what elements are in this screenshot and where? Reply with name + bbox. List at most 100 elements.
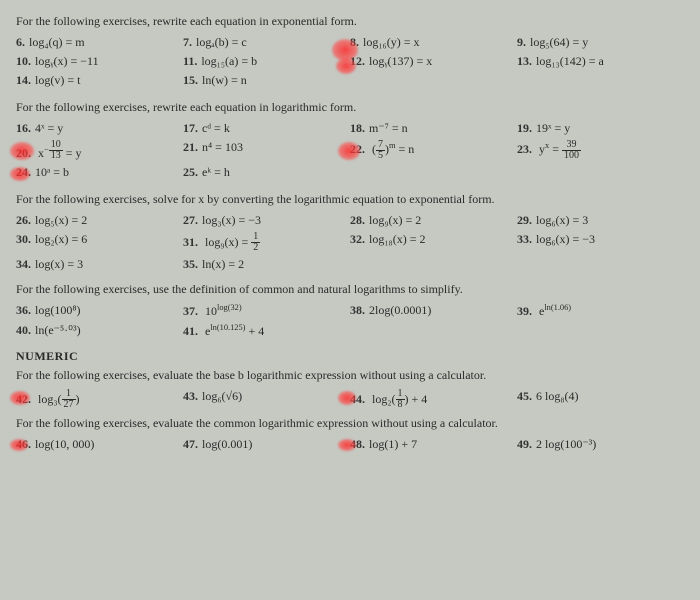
section-1-head: For the following exercises, rewrite eac… [16, 14, 684, 29]
ex-39-num: 39. [517, 304, 532, 318]
ex-42-eq: log₃(127) [38, 392, 80, 406]
ex-23-eq: yx = 39100 [539, 142, 581, 156]
ex-20-num: 20. [16, 146, 31, 160]
ex-44-eq: log₂(18) + 4 [372, 392, 427, 406]
ex-19: 19.19ˣ = y [517, 121, 684, 136]
ex-39-eq: eln(1.06) [539, 304, 571, 318]
ex-45: 45.6 log₈(4) [517, 389, 684, 410]
ex-35-eq: ln(x) = 2 [202, 257, 244, 271]
ex-18-eq: m⁻⁷ = n [369, 121, 408, 135]
ex-24: 24.10ᵃ = b [16, 165, 183, 180]
ex-47: 47.log(0.001) [183, 437, 350, 452]
row-6-9: 6.log₄(q) = m 7.logₐ(b) = c 8.log₁₆(y) =… [16, 35, 684, 50]
ex-44: 44. log₂(18) + 4 [350, 389, 517, 410]
ex-31-num: 31. [183, 235, 198, 249]
ex-25-eq: eᵏ = h [202, 165, 230, 179]
ex-26-eq: log₅(x) = 2 [35, 213, 87, 227]
ex-30: 30.log₂(x) = 6 [16, 232, 183, 253]
row-42-45: 42. log₃(127) 43.log₆(√6) 44. log₂(18) +… [16, 389, 684, 410]
ex-49: 49.2 log(100⁻³) [517, 437, 684, 452]
row-46-49: 46.log(10, 000) 47.log(0.001) 48.log(1) … [16, 437, 684, 452]
ex-46: 46.log(10, 000) [16, 437, 183, 452]
ex-32-eq: log₁₈(x) = 2 [369, 232, 425, 246]
ex-25: 25.eᵏ = h [183, 165, 350, 180]
ex-31-l: log₉(x) = [205, 235, 251, 249]
ex-29-eq: log₆(x) = 3 [536, 213, 588, 227]
ex-18: 18.m⁻⁷ = n [350, 121, 517, 136]
ex-23-num: 23. [517, 142, 532, 156]
ex-22-eq: (75)m = n [372, 142, 414, 156]
ex-8-eq: log₁₆(y) = x [363, 35, 419, 49]
exercise-page: For the following exercises, rewrite eac… [0, 0, 700, 466]
ex-36: 36.log(100⁸) [16, 303, 183, 319]
ex-38-eq: 2log(0.0001) [369, 303, 431, 317]
ex-6-eq: log₄(q) = m [29, 35, 85, 49]
section-6-head: For the following exercises, evaluate th… [16, 416, 684, 431]
ex-23: 23. yx = 39100 [517, 140, 684, 161]
section-5-head: For the following exercises, evaluate th… [16, 368, 684, 383]
ex-6: 6.log₄(q) = m [16, 35, 183, 50]
ex-28: 28.log₉(x) = 2 [350, 213, 517, 228]
ex-35: 35.ln(x) = 2 [183, 257, 350, 272]
ex-19-eq: 19ˣ = y [536, 121, 570, 135]
ex-46-eq: log(10, 000) [35, 437, 94, 451]
ex-32: 32.log₁₈(x) = 2 [350, 232, 517, 253]
ex-29: 29.log₆(x) = 3 [517, 213, 684, 228]
ex-40-eq: ln(e⁻⁵·⁰³) [35, 323, 81, 337]
numeric-heading: NUMERIC [16, 349, 684, 364]
ex-20: 20. x−1013 = y [16, 140, 183, 161]
ex-7: 7.logₐ(b) = c [183, 35, 350, 50]
ex-9-eq: log₅(64) = y [530, 35, 588, 49]
row-14-15: 14.log(v) = t 15.ln(w) = n [16, 73, 684, 88]
ex-33: 33.log₆(x) = −3 [517, 232, 684, 253]
ex-41: 41. eln(10.125) + 4 [183, 323, 350, 339]
ex-17: 17.cᵈ = k [183, 121, 350, 136]
ex-37: 37. 10log(32) [183, 303, 350, 319]
row-10-13: 10.logᵧ(x) = −11 11.log₁₅(a) = b 12.logᵧ… [16, 54, 684, 69]
ex-26: 26.log₅(x) = 2 [16, 213, 183, 228]
ex-45-eq: 6 log₈(4) [536, 389, 579, 403]
row-36-39: 36.log(100⁸) 37. 10log(32) 38.2log(0.000… [16, 303, 684, 319]
ex-16-eq: 4ˣ = y [35, 121, 63, 135]
ex-48-eq: log(1) + 7 [369, 437, 417, 451]
ex-31: 31. log₉(x) = 12 [183, 232, 350, 253]
ex-30-eq: log₂(x) = 6 [35, 232, 87, 246]
ex-33-eq: log₆(x) = −3 [536, 232, 595, 246]
ex-21-eq: n⁴ = 103 [202, 140, 243, 154]
ex-14-eq: log(v) = t [35, 73, 80, 87]
ex-10: 10.logᵧ(x) = −11 [16, 54, 183, 69]
ex-41-eq: eln(10.125) + 4 [205, 324, 264, 338]
ex-48: 48.log(1) + 7 [350, 437, 517, 452]
ex-12: 12.logᵧ(137) = x [350, 54, 517, 69]
ex-9: 9.log₅(64) = y [517, 35, 684, 50]
ex-31-eq: log₉(x) = 12 [205, 235, 260, 249]
ex-13: 13.log₁₃(142) = a [517, 54, 684, 69]
ex-10-eq: logᵧ(x) = −11 [35, 54, 99, 68]
ex-37-num: 37. [183, 304, 198, 318]
ex-11-eq: log₁₅(a) = b [201, 54, 257, 68]
row-40-41: 40.ln(e⁻⁵·⁰³) 41. eln(10.125) + 4 [16, 323, 684, 339]
section-3-head: For the following exercises, solve for x… [16, 192, 684, 207]
ex-28-eq: log₉(x) = 2 [369, 213, 421, 227]
row-16-19: 16.4ˣ = y 17.cᵈ = k 18.m⁻⁷ = n 19.19ˣ = … [16, 121, 684, 136]
ex-39: 39. eln(1.06) [517, 303, 684, 319]
ex-36-eq: log(100⁸) [35, 303, 81, 317]
ex-43: 43.log₆(√6) [183, 389, 350, 410]
ex-17-eq: cᵈ = k [202, 121, 230, 135]
ex-34: 34.log(x) = 3 [16, 257, 183, 272]
ex-13-eq: log₁₃(142) = a [536, 54, 604, 68]
ex-27: 27.log₃(x) = −3 [183, 213, 350, 228]
ex-37-eq: 10log(32) [205, 304, 242, 318]
ex-44-num: 44. [350, 392, 365, 406]
ex-38: 38.2log(0.0001) [350, 303, 517, 319]
ex-27-eq: log₃(x) = −3 [202, 213, 261, 227]
ex-14: 14.log(v) = t [16, 73, 183, 88]
ex-15-eq: ln(w) = n [202, 73, 247, 87]
row-30-33: 30.log₂(x) = 6 31. log₉(x) = 12 32.log₁₈… [16, 232, 684, 253]
ex-34-eq: log(x) = 3 [35, 257, 83, 271]
ex-16: 16.4ˣ = y [16, 121, 183, 136]
ex-8: 8.log₁₆(y) = x [350, 35, 517, 50]
row-26-29: 26.log₅(x) = 2 27.log₃(x) = −3 28.log₉(x… [16, 213, 684, 228]
ex-7-eq: logₐ(b) = c [196, 35, 247, 49]
ex-49-eq: 2 log(100⁻³) [536, 437, 596, 451]
